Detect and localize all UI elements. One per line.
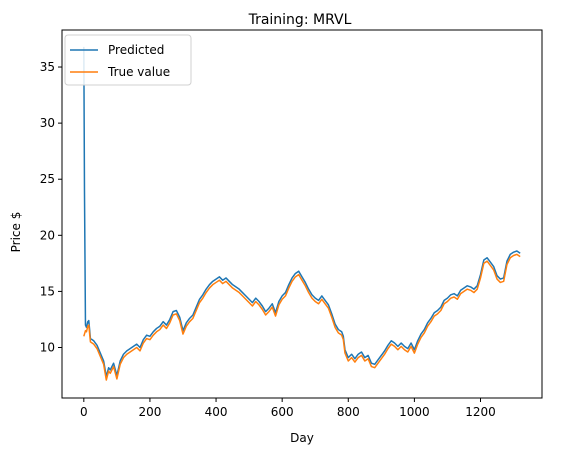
series-layer: [83, 46, 521, 381]
x-axis-ticks: 0 200 400 600 800 1000 1200: [80, 398, 496, 419]
y-tick-label: 30: [40, 116, 55, 130]
y-tick-label: 35: [40, 60, 55, 74]
plot-frame: [61, 29, 543, 399]
series-line-true-value: [83, 253, 521, 381]
x-tick-label: 0: [80, 405, 88, 419]
x-tick-label: 1000: [399, 405, 430, 419]
x-axis-label: Day: [290, 431, 314, 445]
y-tick-label: 25: [40, 172, 55, 186]
legend: Predicted True value: [64, 34, 192, 86]
x-tick-label: 200: [138, 405, 161, 419]
y-tick-label: 10: [40, 341, 55, 355]
series-line-predicted: [83, 46, 521, 378]
legend-label-predicted: Predicted: [108, 43, 164, 57]
x-tick-label: 400: [205, 405, 228, 419]
y-axis-ticks: 10 15 20 25 30 35: [40, 60, 62, 355]
x-tick-label: 600: [271, 405, 294, 419]
plot-area: 0 200 400 600 800 1000 1200 10 15 20 25 30 35: [40, 29, 543, 419]
y-axis-label: Price $: [9, 212, 23, 253]
chart-title: Training: MRVL: [248, 12, 352, 28]
x-tick-label: 800: [337, 405, 360, 419]
y-tick-label: 15: [40, 284, 55, 298]
y-tick-label: 20: [40, 228, 55, 242]
x-tick-label: 1200: [465, 405, 496, 419]
legend-label-true-value: True value: [107, 65, 170, 79]
